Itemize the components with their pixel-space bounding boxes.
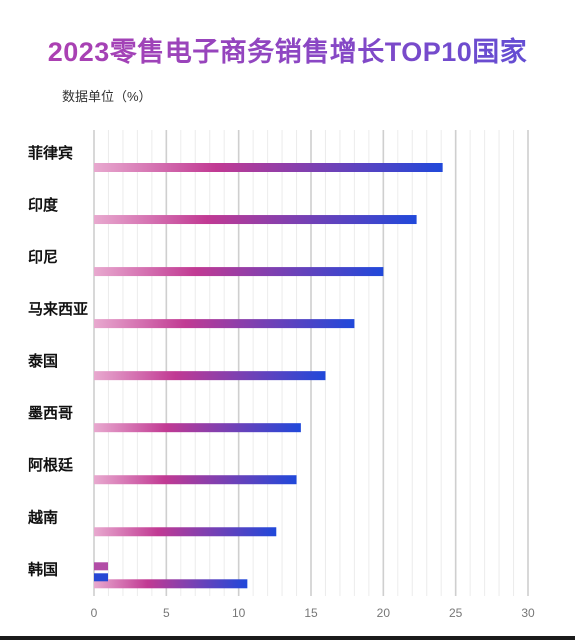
bars	[94, 163, 443, 589]
x-tick-label: 15	[304, 606, 318, 620]
x-tick-label: 30	[521, 606, 535, 620]
bottom-border	[0, 636, 575, 640]
x-axis-ticks: 0 5 10 15 20 25 30	[91, 606, 535, 620]
x-tick-label: 5	[163, 606, 170, 620]
category-label: 越南	[27, 508, 58, 526]
bar	[94, 215, 417, 225]
category-label: 墨西哥	[28, 405, 73, 422]
x-tick-label: 0	[91, 606, 98, 620]
category-label: 马来西亚	[28, 300, 88, 318]
chart-title: 2023零售电子商务销售增长TOP10国家	[0, 30, 575, 69]
bar	[94, 371, 326, 381]
bar	[94, 579, 248, 589]
bar	[94, 527, 277, 537]
category-label: 菲律宾	[28, 144, 73, 162]
category-label: 泰国	[27, 352, 58, 370]
bar	[94, 475, 297, 485]
category-label: 韩国	[28, 560, 58, 578]
unit-label: 数据单位（%）	[62, 89, 152, 104]
x-tick-label: 20	[377, 606, 391, 620]
gridlines	[93, 130, 529, 596]
x-tick-label: 25	[449, 606, 463, 620]
legend-marker	[94, 562, 108, 571]
legend-marker	[94, 573, 108, 582]
bar	[94, 267, 384, 277]
bar	[94, 423, 301, 433]
category-label: 印度	[28, 196, 59, 214]
category-label: 阿根廷	[28, 456, 74, 474]
x-tick-label: 10	[232, 606, 246, 620]
category-label: 印尼	[28, 248, 58, 266]
bar	[94, 319, 355, 329]
legend-markers	[94, 562, 108, 582]
bar	[94, 163, 443, 172]
